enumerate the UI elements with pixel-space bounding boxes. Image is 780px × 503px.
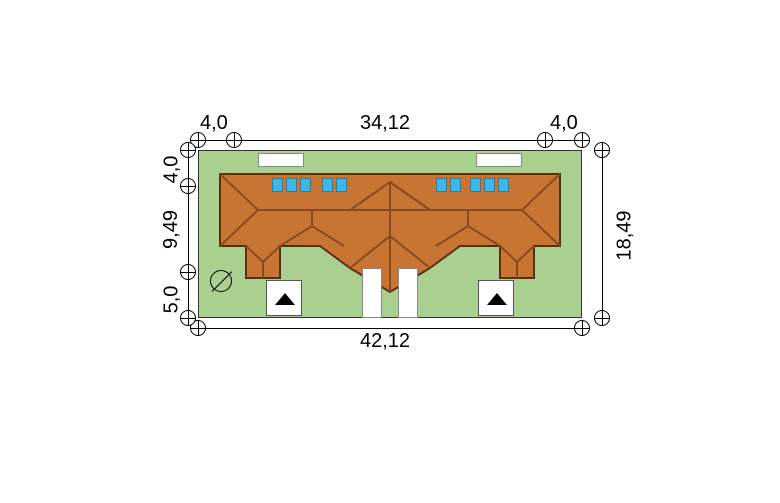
- dim-marker: [574, 320, 590, 336]
- arrow-up-icon: [275, 293, 295, 305]
- site-plan-canvas: 4,0 34,12 4,0 42,12 4,0 9,49 5,0 18,49: [0, 0, 780, 503]
- dim-left-2: 9,49: [160, 210, 183, 249]
- dim-left-1: 4,0: [160, 156, 183, 184]
- path-left: [362, 268, 382, 318]
- dim-marker: [226, 132, 242, 148]
- terrace-right: [476, 153, 522, 167]
- dim-top-3: 4,0: [550, 112, 578, 135]
- path-right: [398, 268, 418, 318]
- building-roof: [214, 168, 566, 296]
- dim-line-left: [188, 150, 189, 318]
- dim-marker: [594, 142, 610, 158]
- dim-top-1: 4,0: [200, 112, 228, 135]
- compass-icon: [210, 270, 232, 292]
- dim-bottom-1: 42,12: [360, 330, 410, 353]
- dim-marker: [594, 310, 610, 326]
- garage-right: [478, 280, 514, 316]
- dim-line-bottom: [198, 328, 582, 329]
- dim-line-top: [198, 140, 582, 141]
- arrow-up-icon: [487, 293, 507, 305]
- terrace-left: [258, 153, 304, 167]
- dim-top-2: 34,12: [360, 112, 410, 135]
- dim-right-1: 18,49: [614, 210, 637, 260]
- garage-left: [266, 280, 302, 316]
- dim-line-right: [602, 150, 603, 318]
- dim-left-3: 5,0: [160, 286, 183, 314]
- dim-marker: [180, 264, 196, 280]
